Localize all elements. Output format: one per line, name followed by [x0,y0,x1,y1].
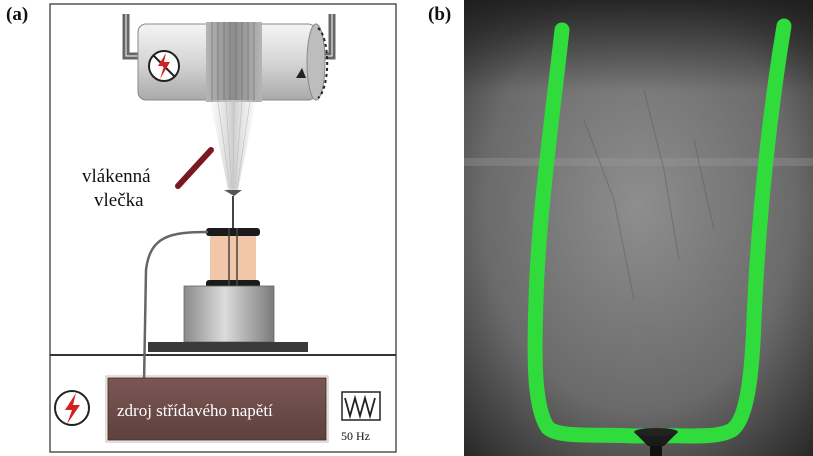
no-high-voltage-icon [148,50,180,82]
spinneret-electrode [206,228,260,288]
jet-label-line2: vlečka [94,190,144,211]
ac-waveform-icon [341,391,381,421]
fiber-jet [210,100,256,190]
nozzle [634,428,678,456]
frequency-label: 50 Hz [341,429,370,443]
panel-a-label: (a) [6,4,29,25]
high-voltage-icon [54,390,90,426]
rotation-arrow-icon [296,27,329,99]
green-overlay-curve [527,18,792,444]
power-source-label: zdroj střídavého napětí [117,401,273,420]
ac-power-source [105,375,329,443]
schematic-panel: vlákenná vlečka zdroj střídavého napětí … [49,3,397,453]
spinneret [224,190,242,228]
high-voltage-wire [142,230,209,385]
rotating-collector [137,22,326,102]
panel-b-label: (b) [428,4,452,25]
jet-marker [175,147,214,189]
experiment-photo-panel [464,0,813,456]
pedestal [148,285,308,352]
jet-label-line1: vlákenná [82,166,151,187]
